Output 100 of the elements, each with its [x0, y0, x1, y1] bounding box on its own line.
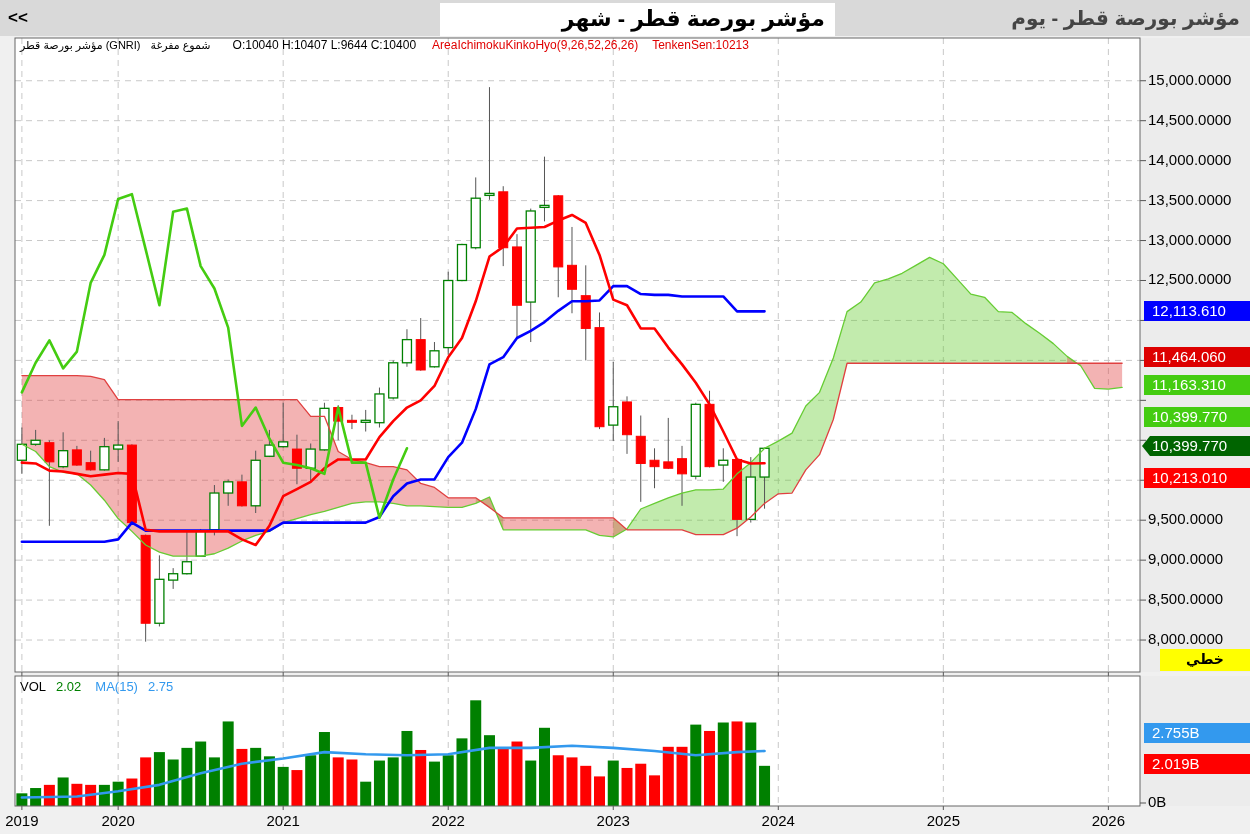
x-tick-label: 2019 — [5, 811, 39, 829]
y-tick-label: 13,500.0000 — [1148, 190, 1232, 208]
x-tick-label: 2024 — [761, 811, 795, 829]
bar — [704, 730, 716, 806]
bar — [511, 741, 523, 806]
text: 2.75 — [147, 679, 174, 695]
text: 11,464.060 — [1152, 347, 1226, 365]
y-tick-label: 14,500.0000 — [1148, 110, 1232, 128]
y-tick-label: 15,000.0000 — [1148, 70, 1232, 88]
x-tick-label: 2025 — [926, 811, 961, 829]
x-tick-label: 2021 — [266, 811, 300, 829]
bar — [387, 757, 399, 806]
x-tick-label: 2020 — [101, 811, 135, 829]
bar — [483, 735, 495, 806]
bar — [456, 738, 468, 806]
bar — [277, 766, 289, 806]
bar — [607, 760, 619, 806]
x-tick-label: 2026 — [1091, 811, 1126, 829]
candlestick — [236, 474, 247, 508]
text: 2.755B — [1152, 723, 1200, 741]
y-tick-label: 12,500.0000 — [1148, 270, 1232, 288]
y-tick-label: 8,500.0000 — [1148, 590, 1224, 608]
bar — [552, 755, 564, 806]
annotation: O:10040 H:10407 L:9644 C:10400 — [232, 38, 417, 53]
bar — [649, 775, 661, 806]
annotation: AreaIchimokuKinkoHyo(9,26,52,26,26) — [432, 38, 639, 53]
x-tick-label: 2022 — [431, 811, 465, 829]
text: 0B — [1148, 792, 1167, 810]
bar — [621, 767, 633, 806]
text: 11,163.310 — [1152, 375, 1226, 393]
bar — [525, 760, 537, 806]
text: 10,399.770 — [1152, 436, 1228, 454]
bar — [690, 724, 702, 806]
candlestick — [305, 442, 316, 483]
bar — [208, 757, 220, 806]
bar — [346, 759, 358, 806]
text: MA(15) — [95, 679, 138, 695]
candlestick — [181, 530, 193, 576]
bar — [167, 759, 179, 806]
text: خطي — [1186, 650, 1224, 668]
candlestick — [57, 431, 69, 469]
bar — [594, 776, 606, 806]
bar — [291, 770, 303, 806]
candlestick — [71, 445, 82, 467]
candlestick — [539, 156, 550, 222]
bar — [566, 757, 578, 806]
bar — [236, 748, 248, 806]
bar — [635, 763, 647, 806]
text: 2.019B — [1152, 754, 1200, 772]
bar — [415, 749, 427, 806]
bar — [305, 755, 317, 806]
bar — [263, 756, 275, 806]
candlestick — [223, 478, 234, 507]
bar — [759, 765, 771, 806]
y-tick-label: 14,000.0000 — [1148, 150, 1232, 168]
text: 12,113.610 — [1152, 301, 1226, 319]
candlestick — [677, 445, 688, 507]
bar — [717, 722, 729, 806]
y-tick-label: 9,000.0000 — [1148, 550, 1224, 568]
candlestick — [360, 409, 371, 432]
bar — [153, 752, 165, 806]
bar — [222, 721, 234, 806]
annotation: TenkenSen:10213 — [652, 38, 750, 53]
candlestick — [567, 226, 577, 314]
text: << — [8, 8, 28, 28]
text: VOL — [20, 679, 47, 695]
bar — [538, 727, 550, 806]
chart-title: مؤشر بورصة قطر - شهر — [560, 5, 825, 32]
text: 2.02 — [56, 679, 82, 695]
candlestick — [346, 414, 357, 430]
annotation: شموع مفرغة — [150, 38, 211, 52]
bar — [676, 746, 688, 806]
bar — [181, 747, 193, 806]
y-tick-label: 8,000.0000 — [1148, 630, 1224, 648]
bar — [731, 721, 743, 806]
bar — [428, 761, 440, 806]
bar — [470, 700, 482, 806]
candlestick — [99, 437, 110, 472]
bar — [195, 741, 207, 806]
y-tick-label: 13,000.0000 — [1148, 230, 1232, 248]
candlestick — [44, 439, 55, 527]
annotation: مؤشر بورصة قطر (GNRI) — [19, 38, 141, 52]
candlestick — [608, 361, 619, 442]
bar — [360, 781, 372, 806]
bar — [401, 730, 413, 806]
text: 10,399.770 — [1152, 407, 1228, 425]
candlestick — [85, 450, 96, 472]
candlestick — [484, 86, 495, 201]
line-series — [20, 192, 409, 520]
text: مؤشر بورصة قطر - يوم — [1011, 7, 1240, 31]
bar — [580, 765, 592, 806]
candlestick — [278, 402, 289, 448]
y-tick-label: 9,500.0000 — [1148, 510, 1224, 528]
candlestick — [649, 447, 660, 489]
bar — [745, 722, 757, 806]
candlestick — [401, 328, 413, 368]
bar — [250, 747, 262, 806]
bar — [373, 760, 385, 806]
bar — [318, 732, 330, 806]
x-tick-label: 2023 — [596, 811, 630, 829]
